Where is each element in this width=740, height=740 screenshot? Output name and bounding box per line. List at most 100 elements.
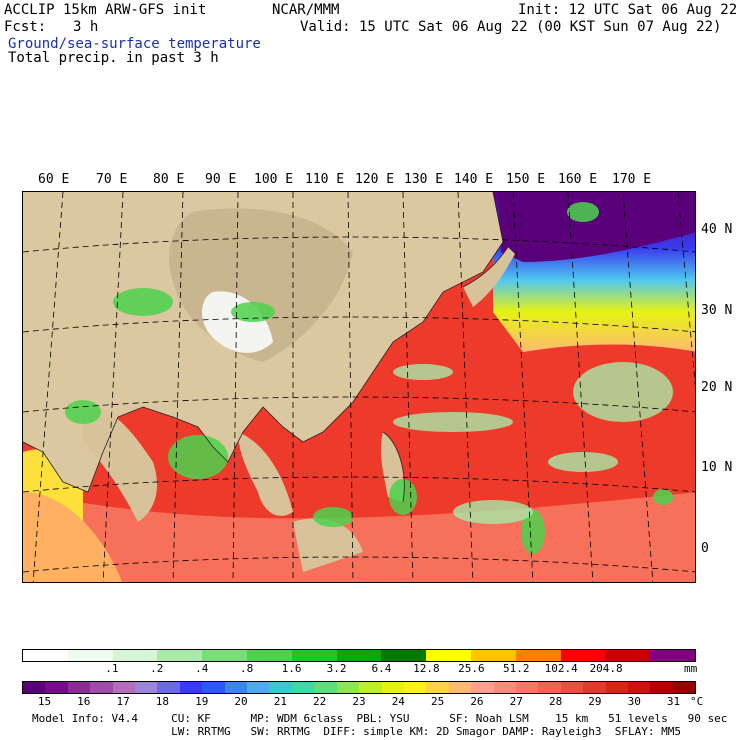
init-time: Init: 12 UTC Sat 06 Aug 22: [518, 2, 738, 18]
sea-arabian-orange: [23, 492, 123, 582]
temp-color-swatch: [493, 682, 516, 693]
lon-label: 140 E: [454, 172, 494, 187]
temp-color-swatch: [224, 682, 248, 693]
temp-tick-label: 31: [666, 695, 681, 708]
coastlines: [23, 192, 509, 503]
precip-unit: mm: [684, 662, 698, 675]
lon-label: 90 E: [205, 172, 237, 187]
temp-color-swatch: [336, 682, 360, 693]
temp-tick-label: 25: [431, 695, 445, 708]
sea-cold-purple: [498, 192, 695, 262]
temp-color-swatch: [67, 682, 91, 693]
temp-color-swatch: [135, 682, 158, 693]
temp-color-swatch: [112, 682, 136, 693]
temp-tick-label: 15: [37, 695, 52, 708]
lon-label: 120 E: [355, 172, 395, 187]
graticule: [23, 192, 695, 582]
temp-color-swatch: [247, 682, 270, 693]
fcst-label: Fcst:: [4, 19, 47, 35]
precip-color-swatch: [246, 650, 292, 661]
land-indochina: [238, 432, 293, 516]
precip-tick-label: 6.4: [371, 662, 392, 675]
precip-tick-label: 1.6: [281, 662, 302, 675]
temp-color-swatch: [605, 682, 628, 693]
precip-color-swatch: [291, 650, 337, 661]
temp-tick-label: 27: [509, 695, 523, 708]
precip-color-swatch: [605, 650, 651, 661]
precip-tick-label: 51.2: [503, 662, 530, 675]
temp-tick-label: 28: [548, 695, 563, 708]
temp-tick-label: 26: [470, 695, 484, 708]
lon-label: 170 E: [612, 172, 652, 187]
temp-color-swatch: [90, 682, 113, 693]
temp-color-swatch: [583, 682, 606, 693]
map-panel: [22, 191, 696, 583]
temp-tick-label: 23: [352, 695, 366, 708]
lon-label: 130 E: [404, 172, 444, 187]
model-info-line2: LW: RRTMG SW: RRTMG DIFF: simple KM: 2D …: [32, 725, 682, 738]
precip-tick-label: .1: [105, 662, 119, 675]
lat-label: 40 N: [701, 222, 733, 237]
temp-color-swatch: [538, 682, 561, 693]
model-info-line1: Model Info: V4.4 CU: KF MP: WDM 6class P…: [32, 712, 728, 725]
temp-color-swatch: [359, 682, 382, 693]
precip-color-swatch: [515, 650, 561, 661]
lon-label: 150 E: [506, 172, 546, 187]
temp-color-swatch: [381, 682, 404, 693]
lon-label: 80 E: [153, 172, 185, 187]
lon-label: 60 E: [38, 172, 70, 187]
temp-colorbar: [22, 681, 696, 694]
precip-color-swatch: [650, 650, 695, 661]
precip-tick-label: .2: [150, 662, 164, 675]
temp-color-swatch: [471, 682, 494, 693]
valid-time: Valid: 15 UTC Sat 06 Aug 22 (00 KST Sun …: [300, 19, 722, 35]
temp-color-swatch: [314, 682, 337, 693]
lon-label: 100 E: [254, 172, 294, 187]
temp-tick-label: 18: [155, 695, 170, 708]
land-india: [83, 402, 158, 522]
temp-color-swatch: [269, 682, 292, 693]
temp-color-swatch: [650, 682, 673, 693]
temp-color-swatch: [291, 682, 315, 693]
precip-tick-label: 12.8: [413, 662, 440, 675]
precip-color-swatch: [112, 650, 158, 661]
temp-color-swatch: [157, 682, 180, 693]
precip-color-swatch: [202, 650, 247, 661]
land-japan: [463, 247, 515, 307]
field-precip-label: Total precip. in past 3 h: [8, 50, 219, 66]
temp-color-swatch: [672, 682, 696, 693]
temp-color-swatch: [202, 682, 225, 693]
precip-color-swatch: [470, 650, 516, 661]
field-sst-label: Ground/sea-surface temperature: [8, 36, 261, 52]
precip-tick-label: 204.8: [589, 662, 623, 675]
lat-label: 30 N: [701, 303, 733, 318]
precip-tick-label: 102.4: [544, 662, 578, 675]
temp-tick-label: 17: [116, 695, 130, 708]
lat-label: 0: [701, 541, 709, 556]
lat-label: 10 N: [701, 460, 733, 475]
lon-label: 70 E: [96, 172, 128, 187]
temp-color-swatch: [45, 682, 68, 693]
temp-tick-label: 19: [195, 695, 209, 708]
temp-tick-label: 24: [391, 695, 405, 708]
precip-color-swatch: [157, 650, 203, 661]
temp-tick-label: 29: [588, 695, 602, 708]
temp-tick-label: 21: [273, 695, 287, 708]
map-canvas: [23, 192, 695, 582]
lon-label: 160 E: [558, 172, 598, 187]
temp-tick-label: 16: [77, 695, 91, 708]
precip-colorbar: [22, 649, 696, 662]
precip-tick-label: .4: [195, 662, 209, 675]
model-title: ACCLIP 15km ARW-GFS init: [4, 2, 207, 18]
temp-tick-label: 22: [313, 695, 327, 708]
org-label: NCAR/MMM: [272, 2, 340, 18]
lon-label: 110 E: [305, 172, 345, 187]
precip-color-swatch: [560, 650, 606, 661]
precip-color-swatch: [336, 650, 382, 661]
lat-label: 20 N: [701, 380, 733, 395]
land-borneo: [293, 518, 363, 572]
precip-color-swatch: [381, 650, 427, 661]
temp-color-swatch: [403, 682, 427, 693]
precip-tick-label: 25.6: [458, 662, 485, 675]
temp-tick-label: 20: [234, 695, 248, 708]
